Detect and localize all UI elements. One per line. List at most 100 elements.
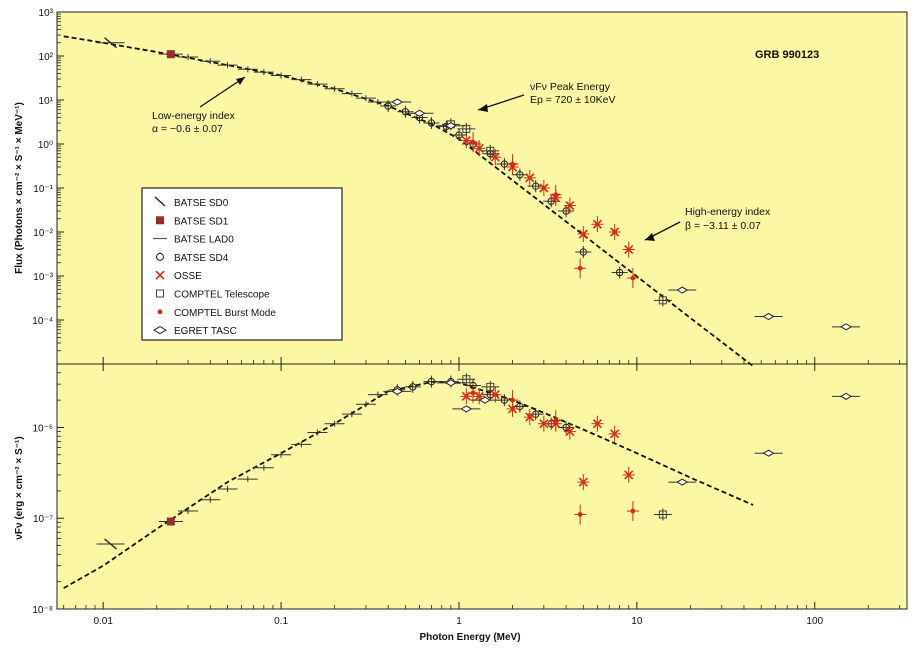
bottom-data-point (237, 476, 258, 483)
legend-label: BATSE SD0 (174, 198, 229, 209)
top-data-point (436, 122, 465, 130)
top-data-point (178, 53, 199, 60)
top-data-point (341, 90, 362, 97)
bottom-data-point (96, 538, 125, 550)
bottom-data-point (577, 474, 590, 491)
top-data-point (158, 50, 183, 59)
top-data-point (481, 144, 500, 157)
top-data-point (200, 58, 221, 65)
legend-symbol (155, 270, 165, 280)
top-data-point (307, 81, 328, 88)
bottom-data-point (178, 508, 199, 515)
top-data-point (754, 312, 783, 321)
legend-symbol (156, 252, 164, 261)
low-index-title: Low-energy index (152, 110, 236, 122)
top-data-point (423, 117, 440, 130)
bottom-y-tick-label: 10⁻⁸ (32, 605, 53, 616)
legend: BATSE SD0 BATSE SD1 BATSE LAD0 BATSE SD4 OSS… (141, 187, 343, 341)
top-data-point (467, 132, 480, 153)
bottom-panel-background (57, 364, 907, 609)
bottom-data-point (423, 375, 440, 388)
top-data-point (96, 37, 125, 49)
peak-energy-value: Ep = 720 ± 10KeV (530, 94, 615, 106)
high-index-title: High-energy index (685, 206, 771, 218)
low-index-value: α = −0.6 ± 0.07 (152, 123, 223, 135)
bottom-data-point (591, 415, 604, 432)
legend-label: BATSE LAD0 (174, 235, 234, 246)
bottom-data-point (324, 420, 345, 427)
top-data-point (237, 66, 258, 73)
bottom-data-point (467, 382, 480, 403)
top-data-point (383, 98, 412, 106)
bottom-data-point (653, 508, 672, 521)
bottom-data-point (549, 410, 562, 431)
peak-energy-arrowhead (478, 104, 488, 112)
legend-item: OSSE (155, 270, 202, 282)
top-data-point (253, 69, 274, 76)
bottom-data-point (608, 425, 621, 442)
legend-item: EGRET TASC (153, 326, 237, 337)
bottom-data-point (355, 401, 376, 408)
legend-symbol (157, 309, 163, 315)
legend-symbol (156, 216, 164, 225)
legend-label: EGRET TASC (174, 326, 237, 337)
top-data-point (450, 129, 467, 142)
top-data-point (291, 76, 312, 83)
top-y-tick-label: 10¹ (39, 96, 54, 107)
legend-label: OSSE (174, 271, 202, 282)
bottom-y-axis-label: νFν (erg × cm⁻² × S⁻¹) (14, 436, 25, 539)
legend-label: COMPTEL Telescope (174, 290, 270, 301)
bottom-data-point (341, 411, 362, 418)
bottom-data-point (367, 391, 388, 398)
top-data-point (591, 216, 604, 233)
high-index-arrowhead (645, 233, 655, 241)
top-data-point (574, 258, 587, 279)
x-tick-label: 100 (806, 616, 823, 627)
top-data-point (611, 266, 628, 279)
top-data-point (271, 72, 292, 79)
bottom-panel-frame (56, 363, 908, 610)
top-data-point (355, 95, 376, 102)
bottom-data-point (158, 517, 183, 526)
top-data-point (653, 294, 672, 307)
top-data-point (405, 109, 434, 117)
bottom-data-point (537, 415, 550, 432)
top-data-point (549, 184, 562, 205)
legend-item: BATSE SD0 (154, 196, 229, 209)
top-data-point (575, 246, 592, 259)
x-tick-label: 0.01 (93, 616, 113, 627)
legend-box (141, 187, 343, 341)
bottom-data-point (668, 478, 697, 486)
top-y-tick-label: 10⁻³ (33, 272, 53, 283)
legend-label: COMPTEL Burst Mode (174, 308, 276, 319)
top-data-point (511, 168, 528, 181)
bottom-data-point (271, 451, 292, 458)
bottom-data-point (200, 496, 221, 503)
top-y-axis-label: Flux (Photons × cm⁻² × S⁻¹ × MeV⁻¹) (14, 102, 25, 274)
top-data-point (217, 62, 238, 69)
top-data-point (577, 226, 590, 243)
top-data-point (397, 105, 414, 118)
peak-energy-title: νFν Peak Energy (530, 81, 611, 93)
top-data-point (608, 224, 621, 240)
bottom-data-point (457, 373, 476, 386)
legend-label: BATSE SD1 (174, 216, 229, 227)
bottom-data-point (563, 423, 576, 440)
low-index-arrow (199, 76, 246, 108)
bottom-y-tick-label: 10⁻⁶ (32, 423, 53, 434)
top-data-point (506, 154, 519, 175)
legend-item: COMPTEL Telescope (156, 289, 270, 301)
bottom-data-point (754, 449, 783, 457)
low-index-arrowhead (236, 77, 245, 85)
bottom-data-point (383, 387, 412, 395)
bottom-data-point (217, 485, 238, 492)
legend-item: COMPTEL Burst Mode (157, 308, 276, 319)
bottom-data-point (307, 429, 328, 436)
top-data-point (832, 323, 861, 331)
bottom-data-point (291, 441, 312, 448)
bottom-data-point (481, 380, 500, 393)
top-data-point (558, 205, 575, 218)
bottom-data-point (832, 392, 861, 400)
x-tick-label: 0.1 (274, 616, 288, 627)
legend-label: BATSE SD4 (174, 253, 229, 264)
